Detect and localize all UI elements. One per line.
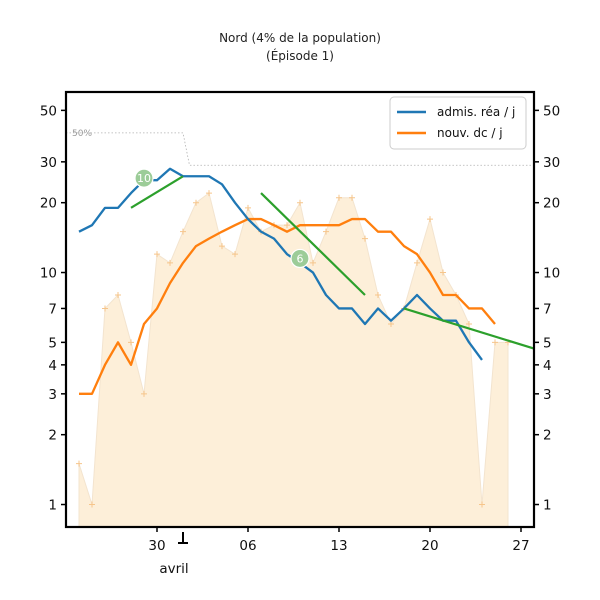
y-tick-label-right: 50: [543, 103, 560, 119]
y-tick-label-right: 10: [543, 266, 560, 282]
raw-value-marker: [375, 292, 381, 299]
y-tick-label-left: 1: [48, 498, 57, 514]
plot-frame: [64, 90, 536, 529]
y-tick-label-left: 30: [40, 155, 57, 171]
raw-value-marker: [180, 228, 186, 235]
raw-value-marker: [115, 292, 121, 299]
x-tick-label: 20: [421, 538, 438, 554]
y-tick-label-right: 4: [543, 358, 552, 374]
y-tick-label-left: 3: [48, 387, 57, 403]
raw-value-marker: [388, 320, 394, 327]
raw-value-marker: [362, 235, 368, 242]
raw-value-marker: [206, 190, 212, 197]
raw-value-marker: [492, 339, 498, 346]
y-tick-label-right: 2: [543, 428, 552, 444]
legend-label-adm: admis. réa / j: [437, 105, 515, 119]
y-tick-label-right: 1: [543, 498, 552, 514]
y-tick-label-left: 7: [48, 301, 57, 317]
legend-label-dc: nouv. dc / j: [437, 126, 503, 140]
y-tick-label-left: 4: [48, 358, 57, 374]
fit-line-1: [130, 175, 184, 209]
raw-value-marker: [232, 251, 238, 258]
raw-value-marker: [219, 243, 225, 250]
y-tick-label-right: 5: [543, 335, 552, 351]
y-tick-label-right: 7: [543, 301, 552, 317]
chart-subtitle: (Épisode 1): [266, 48, 334, 63]
raw-value-marker: [414, 259, 420, 266]
raw-value-marker: [349, 194, 355, 201]
y-tick-label-left: 20: [40, 196, 57, 212]
month-label: avril: [159, 561, 188, 577]
raw-values-area: [78, 192, 509, 528]
raw-value-marker: [323, 228, 329, 235]
fit-badge-label-1: 10: [137, 172, 151, 185]
raw-value-marker: [167, 259, 173, 266]
y-tick-label-left: 5: [48, 335, 57, 351]
x-tick-label: 27: [512, 538, 529, 554]
raw-value-marker: [102, 305, 108, 312]
fit-line-3: [403, 307, 535, 350]
raw-value-marker: [427, 216, 433, 223]
legend: admis. réa / j nouv. dc / j: [389, 96, 527, 150]
raw-value-marker: [479, 501, 485, 508]
fit-badge-1: [134, 168, 154, 188]
raw-value-marker: [128, 339, 134, 346]
raw-value-marker: [76, 460, 82, 467]
threshold-label: 50%: [72, 129, 92, 139]
raw-value-marker: [466, 320, 472, 327]
y-tick-label-right: 20: [543, 196, 560, 212]
chart-title: Nord (4% de la population): [219, 31, 381, 45]
raw-value-marker: [89, 501, 95, 508]
y-tick-label-right: 30: [543, 155, 560, 171]
fit-badge-label-2: 6: [297, 252, 304, 265]
y-tick-label-left: 50: [40, 103, 57, 119]
x-tick-label: 30: [148, 538, 165, 554]
legend-box: [389, 96, 527, 150]
series-line-dc: [79, 217, 496, 395]
threshold-line: [66, 132, 534, 166]
x-tick-label: 06: [239, 538, 256, 554]
y-tick-label-right: 3: [543, 387, 552, 403]
raw-value-marker: [440, 269, 446, 276]
y-tick-label-left: 2: [48, 428, 57, 444]
x-tick-label: 13: [330, 538, 347, 554]
raw-value-marker: [154, 251, 160, 258]
raw-value-marker: [336, 194, 342, 201]
plot-area: 50% 10 6 1 1 2 2 3 3 4 4 5 5 7 7 10 10 20 20 30 30 50 50 30 06 13…: [40, 90, 560, 554]
raw-value-marker: [245, 204, 251, 211]
fit-line-2: [260, 192, 366, 296]
y-tick-label-left: 10: [40, 266, 57, 282]
raw-value-marker: [310, 259, 316, 266]
raw-value-marker: [141, 390, 147, 397]
raw-value-marker: [297, 199, 303, 206]
raw-value-marker: [284, 222, 290, 229]
fit-badge-2: [290, 248, 310, 269]
raw-value-marker: [193, 199, 199, 206]
